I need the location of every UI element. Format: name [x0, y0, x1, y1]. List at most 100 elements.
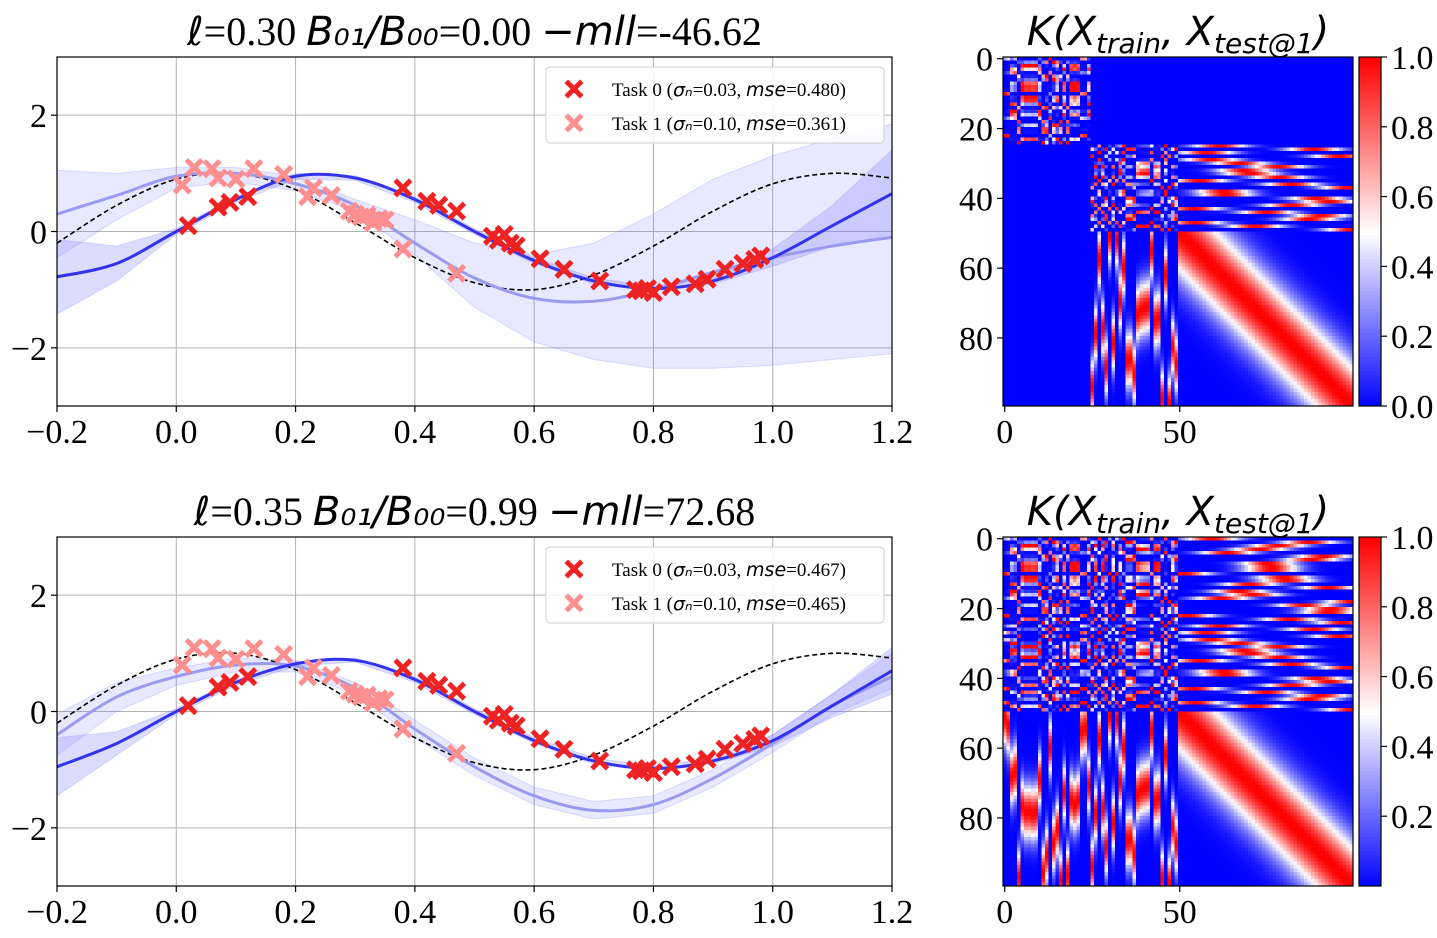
heatmap-cell: [1206, 130, 1210, 135]
heatmap-cell: [1174, 112, 1179, 117]
heatmap-cell: [1300, 161, 1305, 166]
heatmap-cell: [1286, 60, 1291, 65]
heatmap-cell: [1055, 81, 1060, 86]
heatmap-cell: [1244, 70, 1249, 75]
heatmap-cell: [1342, 67, 1347, 72]
heatmap-cell: [1230, 57, 1235, 61]
heatmap-cell: [1164, 84, 1168, 89]
heatmap-cell: [1090, 77, 1095, 82]
heatmap-cell: [1244, 67, 1249, 72]
heatmap-cell: [1248, 172, 1252, 177]
heatmap-cell: [1286, 140, 1291, 145]
heatmap-cell: [1017, 221, 1021, 225]
heatmap-cell: [1241, 217, 1245, 222]
heatmap-cell: [1220, 95, 1224, 100]
heatmap-cell: [1013, 151, 1018, 156]
heatmap-cell: [1129, 154, 1133, 159]
heatmap-cell: [1167, 70, 1172, 75]
heatmap-cell: [1223, 210, 1228, 215]
heatmap-cell: [1293, 116, 1298, 121]
heatmap-cell: [1300, 67, 1305, 72]
heatmap-cell: [1090, 91, 1095, 96]
heatmap-cell: [1265, 179, 1270, 184]
heatmap-cell: [1328, 105, 1333, 110]
heatmap-cell: [1304, 91, 1308, 96]
heatmap-cell: [1318, 57, 1322, 61]
heatmap-cell: [1041, 172, 1046, 177]
heatmap-cell: [1209, 182, 1214, 187]
heatmap-cell: [1293, 119, 1298, 124]
heatmap-cell: [1283, 95, 1287, 100]
heatmap-cell: [1150, 172, 1154, 177]
heatmap-cell: [1220, 144, 1224, 149]
heatmap-cell: [1209, 165, 1214, 170]
heatmap-cell: [1181, 214, 1186, 218]
heatmap-cell: [1031, 74, 1035, 79]
heatmap-cell: [1244, 102, 1249, 107]
heatmap-cell: [1349, 217, 1354, 222]
heatmap-cell: [1045, 57, 1049, 61]
heatmap-cell: [1038, 144, 1042, 149]
heatmap-cell: [1206, 189, 1210, 194]
heatmap-cell: [1325, 214, 1329, 218]
heatmap-cell: [1262, 126, 1266, 131]
heatmap-cell: [1181, 182, 1186, 187]
heatmap-cell: [1293, 217, 1298, 222]
heatmap-cell: [1290, 133, 1294, 138]
heatmap-cell: [1293, 133, 1298, 138]
heatmap-cell: [1132, 172, 1137, 177]
heatmap-cell: [1048, 144, 1053, 149]
heatmap-cell: [1010, 105, 1014, 110]
heatmap-cell: [1346, 196, 1350, 201]
heatmap-cell: [1024, 116, 1028, 121]
heatmap-cell: [1069, 91, 1074, 96]
heatmap-cell: [1290, 165, 1294, 170]
heatmap-cell: [1041, 116, 1046, 121]
heatmap-cell: [1167, 88, 1172, 93]
heatmap-cell: [1167, 221, 1172, 225]
heatmap-cell: [1073, 63, 1077, 68]
heatmap-cell: [1027, 210, 1032, 215]
heatmap-cell: [1297, 189, 1301, 194]
heatmap-cell: [1045, 88, 1049, 93]
heatmap-cell: [1318, 98, 1322, 103]
heatmap-cell: [1048, 175, 1053, 180]
heatmap-cell: [1006, 116, 1011, 121]
heatmap-cell: [1115, 147, 1119, 152]
heatmap-cell: [1237, 102, 1242, 107]
heatmap-cell: [1321, 119, 1326, 124]
heatmap-cell: [1055, 133, 1060, 138]
heatmap-cell: [1342, 214, 1347, 218]
heatmap-cell: [1332, 98, 1336, 103]
heatmap-cell: [1101, 200, 1105, 204]
heatmap-cell: [1255, 140, 1259, 145]
heatmap-cell: [1318, 147, 1322, 152]
heatmap-cell: [1283, 137, 1287, 142]
heatmap-cell: [1335, 214, 1340, 218]
heatmap-cell: [1318, 221, 1322, 225]
heatmap-cell: [1346, 144, 1350, 149]
heatmap-cell: [1097, 210, 1102, 215]
heatmap-cell: [1171, 133, 1175, 138]
heatmap-cell: [1314, 60, 1319, 65]
heatmap-cell: [1234, 91, 1238, 96]
heatmap-cell: [1332, 130, 1336, 135]
heatmap-cell: [1052, 60, 1056, 65]
heatmap-cell: [1178, 165, 1182, 170]
heatmap-cell: [1206, 224, 1210, 229]
heatmap-cell: [1248, 137, 1252, 142]
heatmap-cell: [1031, 200, 1035, 204]
heatmap-cell: [1006, 224, 1011, 229]
heatmap-cell: [1314, 91, 1319, 96]
heatmap-cell: [1318, 95, 1322, 100]
heatmap-cell: [1034, 112, 1039, 117]
heatmap-cell: [1087, 172, 1091, 177]
heatmap-cell: [1006, 112, 1011, 117]
heatmap-cell: [1150, 133, 1154, 138]
heatmap-cell: [1027, 154, 1032, 159]
heatmap-cell: [1097, 77, 1102, 82]
heatmap-cell: [1304, 84, 1308, 89]
heatmap-cell: [1202, 224, 1207, 229]
heatmap-cell: [1188, 130, 1193, 135]
heatmap-cell: [1255, 165, 1259, 170]
